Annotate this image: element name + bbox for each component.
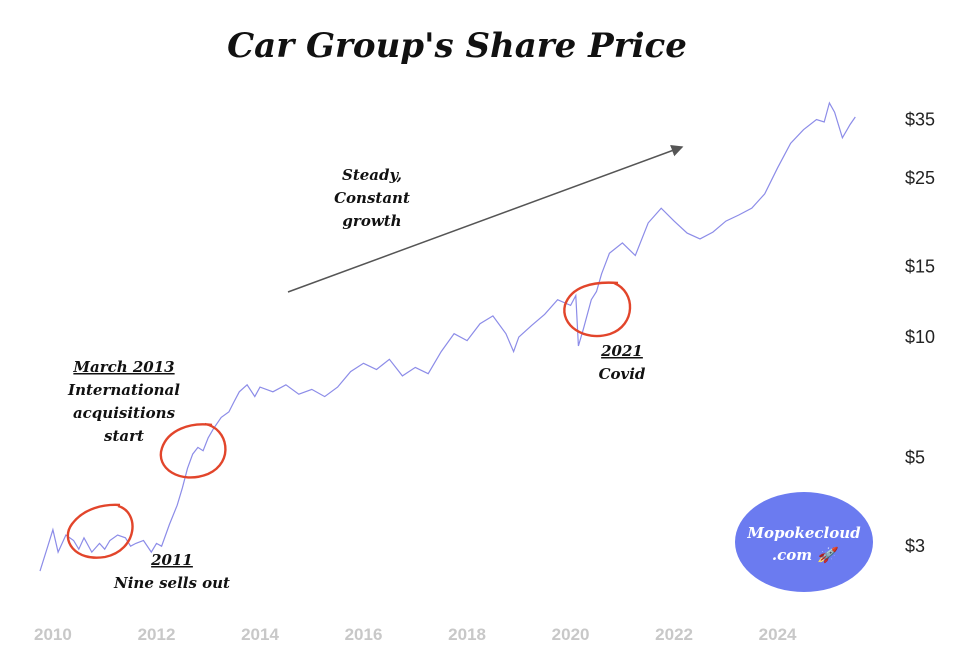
- circle-2011: [66, 503, 134, 559]
- growth-annotation: Steady, Constant growth: [334, 166, 410, 230]
- annotation-2013-line-3: start: [104, 427, 144, 445]
- brand-badge-background: [735, 492, 873, 592]
- annotation-circles: [66, 281, 632, 559]
- x-tick-label: 2014: [241, 625, 279, 644]
- growth-annotation-line-1: Steady,: [342, 166, 402, 184]
- x-axis-tick-labels: 2010 2012 2014 2016 2018 2020 2022 2024: [34, 625, 797, 644]
- series-line: [39, 101, 856, 572]
- x-tick-label: 2016: [345, 625, 383, 644]
- x-tick-label: 2022: [655, 625, 693, 644]
- y-tick-label: $25: [905, 168, 935, 188]
- x-tick-label: 2020: [552, 625, 590, 644]
- annotation-2011: 2011 Nine sells out: [113, 551, 230, 592]
- annotation-2021-year: 2021: [600, 342, 643, 360]
- annotation-2013: March 2013 International acquisitions st…: [67, 358, 180, 445]
- circle-2013: [159, 422, 227, 479]
- brand-line-2: .com 🚀: [772, 546, 839, 564]
- annotation-2021: 2021 Covid: [599, 342, 646, 383]
- circle-2021: [563, 281, 632, 338]
- growth-arrow: [287, 144, 684, 293]
- y-tick-label: $3: [905, 536, 925, 556]
- growth-annotation-line-2: Constant: [334, 189, 410, 207]
- y-tick-label: $35: [905, 110, 935, 130]
- brand-badge[interactable]: Mopokecloud .com 🚀: [735, 492, 873, 592]
- x-tick-label: 2010: [34, 625, 72, 644]
- brand-line-1: Mopokecloud: [746, 524, 861, 542]
- y-tick-label: $15: [905, 257, 935, 277]
- chart-title: Car Group's Share Price: [227, 26, 687, 66]
- annotation-2013-year: March 2013: [72, 358, 174, 376]
- annotation-2021-text: Covid: [599, 365, 646, 383]
- x-tick-label: 2012: [138, 625, 176, 644]
- y-tick-label: $5: [905, 448, 925, 468]
- annotation-2013-line-2: acquisitions: [73, 404, 176, 422]
- annotation-2011-text: Nine sells out: [113, 574, 230, 592]
- x-tick-label: 2018: [448, 625, 486, 644]
- x-tick-label: 2024: [759, 625, 797, 644]
- annotation-2013-line-1: International: [67, 381, 180, 399]
- y-axis-tick-labels: $3 $5 $10 $15 $25 $35: [905, 110, 935, 557]
- y-tick-label: $10: [905, 327, 935, 347]
- growth-annotation-line-3: growth: [342, 212, 401, 230]
- annotation-2011-year: 2011: [150, 551, 193, 569]
